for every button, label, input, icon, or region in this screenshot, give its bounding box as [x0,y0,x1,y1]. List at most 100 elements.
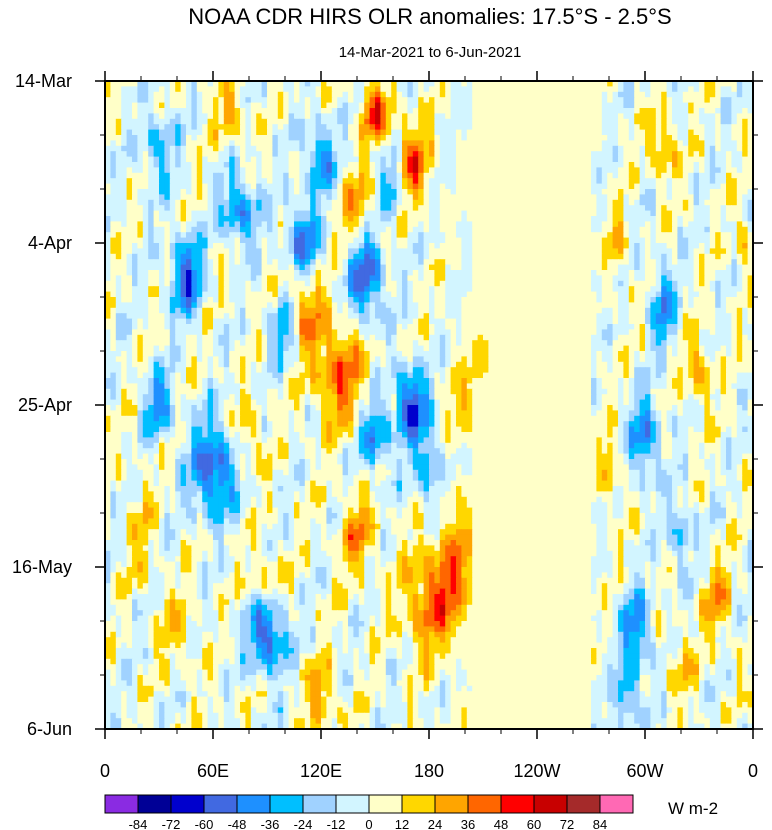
anomaly-cell [542,178,549,185]
anomaly-cell [666,194,673,201]
anomaly-cell [234,286,241,293]
anomaly-cell [699,129,705,136]
anomaly-cell [375,156,381,163]
anomaly-cell [537,183,543,190]
anomaly-cell [380,291,387,298]
anomaly-cell [596,232,603,239]
anomaly-cell [699,183,705,190]
anomaly-cell [304,183,311,190]
anomaly-cell [412,140,419,147]
anomaly-cell [191,140,198,147]
anomaly-cell [315,86,322,93]
anomaly-cell [429,172,435,179]
anomaly-cell [623,275,630,282]
anomaly-cell [742,113,749,120]
anomaly-cell [391,183,398,190]
anomaly-cell [558,280,565,287]
anomaly-cell [704,205,711,212]
anomaly-cell [558,259,565,266]
anomaly-cell [148,199,155,206]
anomaly-cell [115,270,122,276]
anomaly-cell [564,275,570,282]
anomaly-cell [742,221,749,228]
anomaly-cell [618,210,624,217]
anomaly-cell [742,199,749,206]
anomaly-cell [736,291,743,298]
anomaly-cell [564,151,570,158]
anomaly-cell [272,140,279,147]
anomaly-cell [348,232,354,239]
anomaly-cell [445,243,452,249]
anomaly-cell [342,253,349,260]
anomaly-cell [634,81,641,87]
anomaly-cell [299,280,306,287]
anomaly-cell [369,286,376,293]
anomaly-cell [720,264,727,271]
anomaly-cell [677,226,684,233]
anomaly-cell [515,280,522,287]
anomaly-cell [742,97,749,104]
anomaly-cell [348,162,354,168]
anomaly-cell [564,216,570,222]
anomaly-cell [499,86,506,93]
anomaly-cell [709,162,716,168]
anomaly-cell [580,264,587,271]
anomaly-cell [493,151,500,158]
anomaly-cell [537,167,543,174]
anomaly-cell [196,86,203,93]
anomaly-cell [688,280,695,287]
anomaly-cell [213,145,219,152]
anomaly-cell [202,243,209,249]
anomaly-cell [342,297,349,303]
anomaly-cell [510,199,516,206]
anomaly-cell [202,86,209,93]
anomaly-cell [596,297,603,303]
anomaly-cell [580,172,587,179]
anomaly-cell [655,259,662,266]
anomaly-cell [299,264,306,271]
anomaly-cell [175,124,182,131]
anomaly-cell [267,216,273,222]
anomaly-cell [207,194,214,201]
anomaly-cell [553,151,560,158]
anomaly-cell [153,189,160,195]
anomaly-cell [375,86,381,93]
anomaly-cell [477,118,484,125]
anomaly-cell [369,237,376,244]
anomaly-cell [526,216,533,222]
anomaly-cell [585,172,592,179]
anomaly-cell [402,129,408,136]
anomaly-cell [385,243,392,249]
anomaly-cell [682,91,689,98]
anomaly-cell [542,253,549,260]
anomaly-cell [493,199,500,206]
anomaly-cell [736,151,743,158]
anomaly-cell [331,302,338,309]
anomaly-cell [223,237,230,244]
anomaly-cell [418,270,425,276]
anomaly-cell [337,108,344,114]
anomaly-cell [175,226,182,233]
anomaly-cell [121,97,128,104]
anomaly-cell [466,270,473,276]
anomaly-cell [326,243,333,249]
anomaly-cell [186,124,192,131]
anomaly-cell [715,270,722,276]
anomaly-cell [515,102,522,109]
anomaly-cell [180,183,187,190]
anomaly-cell [229,145,236,152]
anomaly-cell [477,302,484,309]
anomaly-cell [731,178,738,185]
anomaly-cell [434,108,441,114]
anomaly-cell [537,81,543,87]
anomaly-cell [202,194,209,201]
anomaly-cell [288,172,295,179]
anomaly-cell [132,124,138,131]
anomaly-cell [515,86,522,93]
anomaly-cell [434,167,441,174]
anomaly-cell [672,189,678,195]
anomaly-cell [488,237,495,244]
anomaly-cell [547,145,554,152]
anomaly-cell [391,162,398,168]
anomaly-cell [412,129,419,136]
